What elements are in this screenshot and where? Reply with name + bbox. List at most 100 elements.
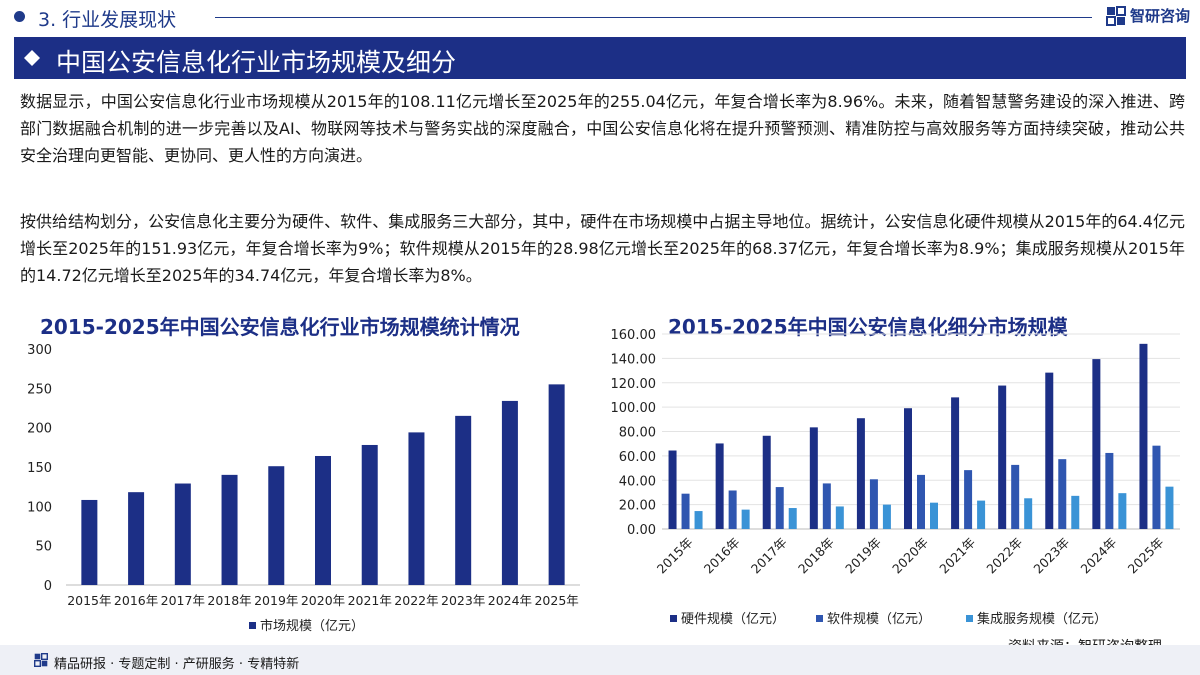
bar-integration [1024, 498, 1033, 529]
y-tick-label: 60.00 [619, 450, 656, 465]
legend-label: 集成服务规模（亿元） [977, 611, 1107, 627]
bar-market-size [81, 499, 98, 585]
y-tick-label: 300 [27, 343, 52, 358]
bar-integration [835, 506, 844, 529]
legend-swatch [966, 615, 973, 622]
x-tick-label: 2019年 [842, 535, 884, 577]
legend-swatch [670, 615, 677, 622]
x-tick-label: 2020年 [301, 593, 345, 608]
x-tick-label: 2022年 [983, 535, 1025, 577]
y-tick-label: 40.00 [619, 474, 656, 489]
bar-integration [882, 504, 891, 529]
bar-hardware [998, 385, 1007, 529]
bar-market-size [268, 466, 285, 585]
y-tick-label: 100 [27, 500, 52, 515]
page-title: 中国公安信息化行业市场规模及细分 [56, 48, 457, 77]
y-tick-label: 80.00 [619, 426, 656, 441]
bar-software [1058, 459, 1067, 529]
legend-swatch [249, 622, 256, 629]
bar-market-size [501, 400, 518, 585]
bar-integration [694, 511, 703, 529]
bar-integration [1118, 493, 1127, 529]
bar-market-size [221, 474, 238, 585]
legend-label: 硬件规模（亿元） [681, 612, 785, 627]
y-tick-label: 200 [27, 422, 52, 437]
legend-swatch [816, 615, 823, 622]
bar-software [775, 487, 784, 529]
bar-hardware [856, 418, 865, 529]
x-tick-label: 2021年 [936, 535, 978, 577]
y-tick-label: 20.00 [619, 499, 656, 514]
x-tick-label: 2023年 [441, 593, 485, 608]
bar-software [1152, 445, 1161, 529]
bar-integration [1071, 495, 1080, 529]
legend-label: 市场规模（亿元） [260, 618, 364, 634]
x-tick-label: 2018年 [207, 593, 251, 608]
y-tick-label: 250 [27, 382, 52, 397]
bar-integration [741, 509, 750, 529]
bar-software [728, 490, 737, 529]
brand-logo: 智研咨询 [1105, 5, 1190, 26]
footer-logo-icon [34, 653, 48, 667]
x-tick-label: 2023年 [1030, 535, 1072, 577]
bar-market-size [548, 384, 565, 585]
section-label: 3. 行业发展现状 [38, 9, 177, 31]
y-tick-label: 160.00 [611, 328, 657, 343]
x-tick-label: 2015年 [67, 593, 111, 608]
bar-software [964, 470, 973, 529]
y-tick-label: 50 [35, 540, 52, 555]
brand-name: 智研咨询 [1129, 7, 1190, 25]
x-tick-label: 2018年 [795, 535, 837, 577]
bar-software [822, 483, 831, 529]
bar-hardware [1092, 359, 1101, 529]
x-tick-label: 2017年 [161, 593, 205, 608]
bar-market-size [128, 492, 145, 585]
y-tick-label: 100.00 [611, 401, 657, 416]
bullet-dot [14, 11, 25, 22]
y-tick-label: 150 [27, 461, 52, 476]
footer-services: 精品研报 · 专题定制 · 产研服务 · 专精特新 [54, 657, 300, 672]
bar-market-size [408, 432, 425, 585]
bar-integration [788, 508, 797, 529]
paragraph-1: 数据显示，中国公安信息化行业市场规模从2015年的108.11亿元增长至2025… [20, 92, 1185, 165]
y-tick-label: 120.00 [611, 377, 657, 392]
bar-hardware [762, 435, 771, 529]
bar-market-size [361, 444, 378, 585]
paragraph-2: 按供给结构划分，公安信息化主要分为硬件、软件、集成服务三大部分，其中，硬件在市场… [20, 212, 1185, 285]
x-tick-label: 2016年 [114, 593, 158, 608]
top-bar: 3. 行业发展现状 智研咨询 [0, 0, 1200, 34]
x-tick-label: 2016年 [701, 535, 743, 577]
bar-hardware [809, 427, 818, 529]
bar-hardware [951, 397, 960, 529]
divider [215, 17, 1092, 18]
x-tick-label: 2021年 [348, 593, 392, 608]
chart1-title: 2015-2025年中国公安信息化行业市场规模统计情况 [40, 315, 520, 339]
bar-integration [977, 500, 986, 529]
x-tick-label: 2020年 [889, 535, 931, 577]
chart2-title: 2015-2025年中国公安信息化细分市场规模 [668, 315, 1068, 339]
bar-market-size [174, 483, 191, 585]
bar-software [1011, 464, 1020, 529]
bar-integration [930, 502, 938, 529]
brand-icon [1105, 5, 1126, 26]
x-tick-label: 2022年 [394, 593, 438, 608]
bar-hardware [904, 408, 912, 529]
x-tick-label: 2015年 [654, 535, 696, 577]
bar-market-size [315, 455, 331, 585]
bar-integration [1165, 486, 1174, 529]
x-tick-label: 2017年 [748, 535, 790, 577]
x-tick-label: 2024年 [1078, 535, 1120, 577]
x-tick-label: 2019年 [254, 593, 298, 608]
diamond-icon [24, 50, 40, 66]
y-tick-label: 140.00 [611, 352, 657, 367]
x-tick-label: 2024年 [488, 593, 532, 608]
y-tick-label: 0.00 [627, 523, 656, 538]
x-tick-label: 2025年 [1125, 535, 1167, 577]
bar-market-size [455, 415, 472, 585]
bar-hardware [668, 450, 677, 529]
legend-label: 软件规模（亿元） [827, 612, 931, 627]
bar-hardware [715, 443, 724, 529]
bar-software [681, 493, 690, 529]
bar-hardware [1045, 372, 1054, 529]
